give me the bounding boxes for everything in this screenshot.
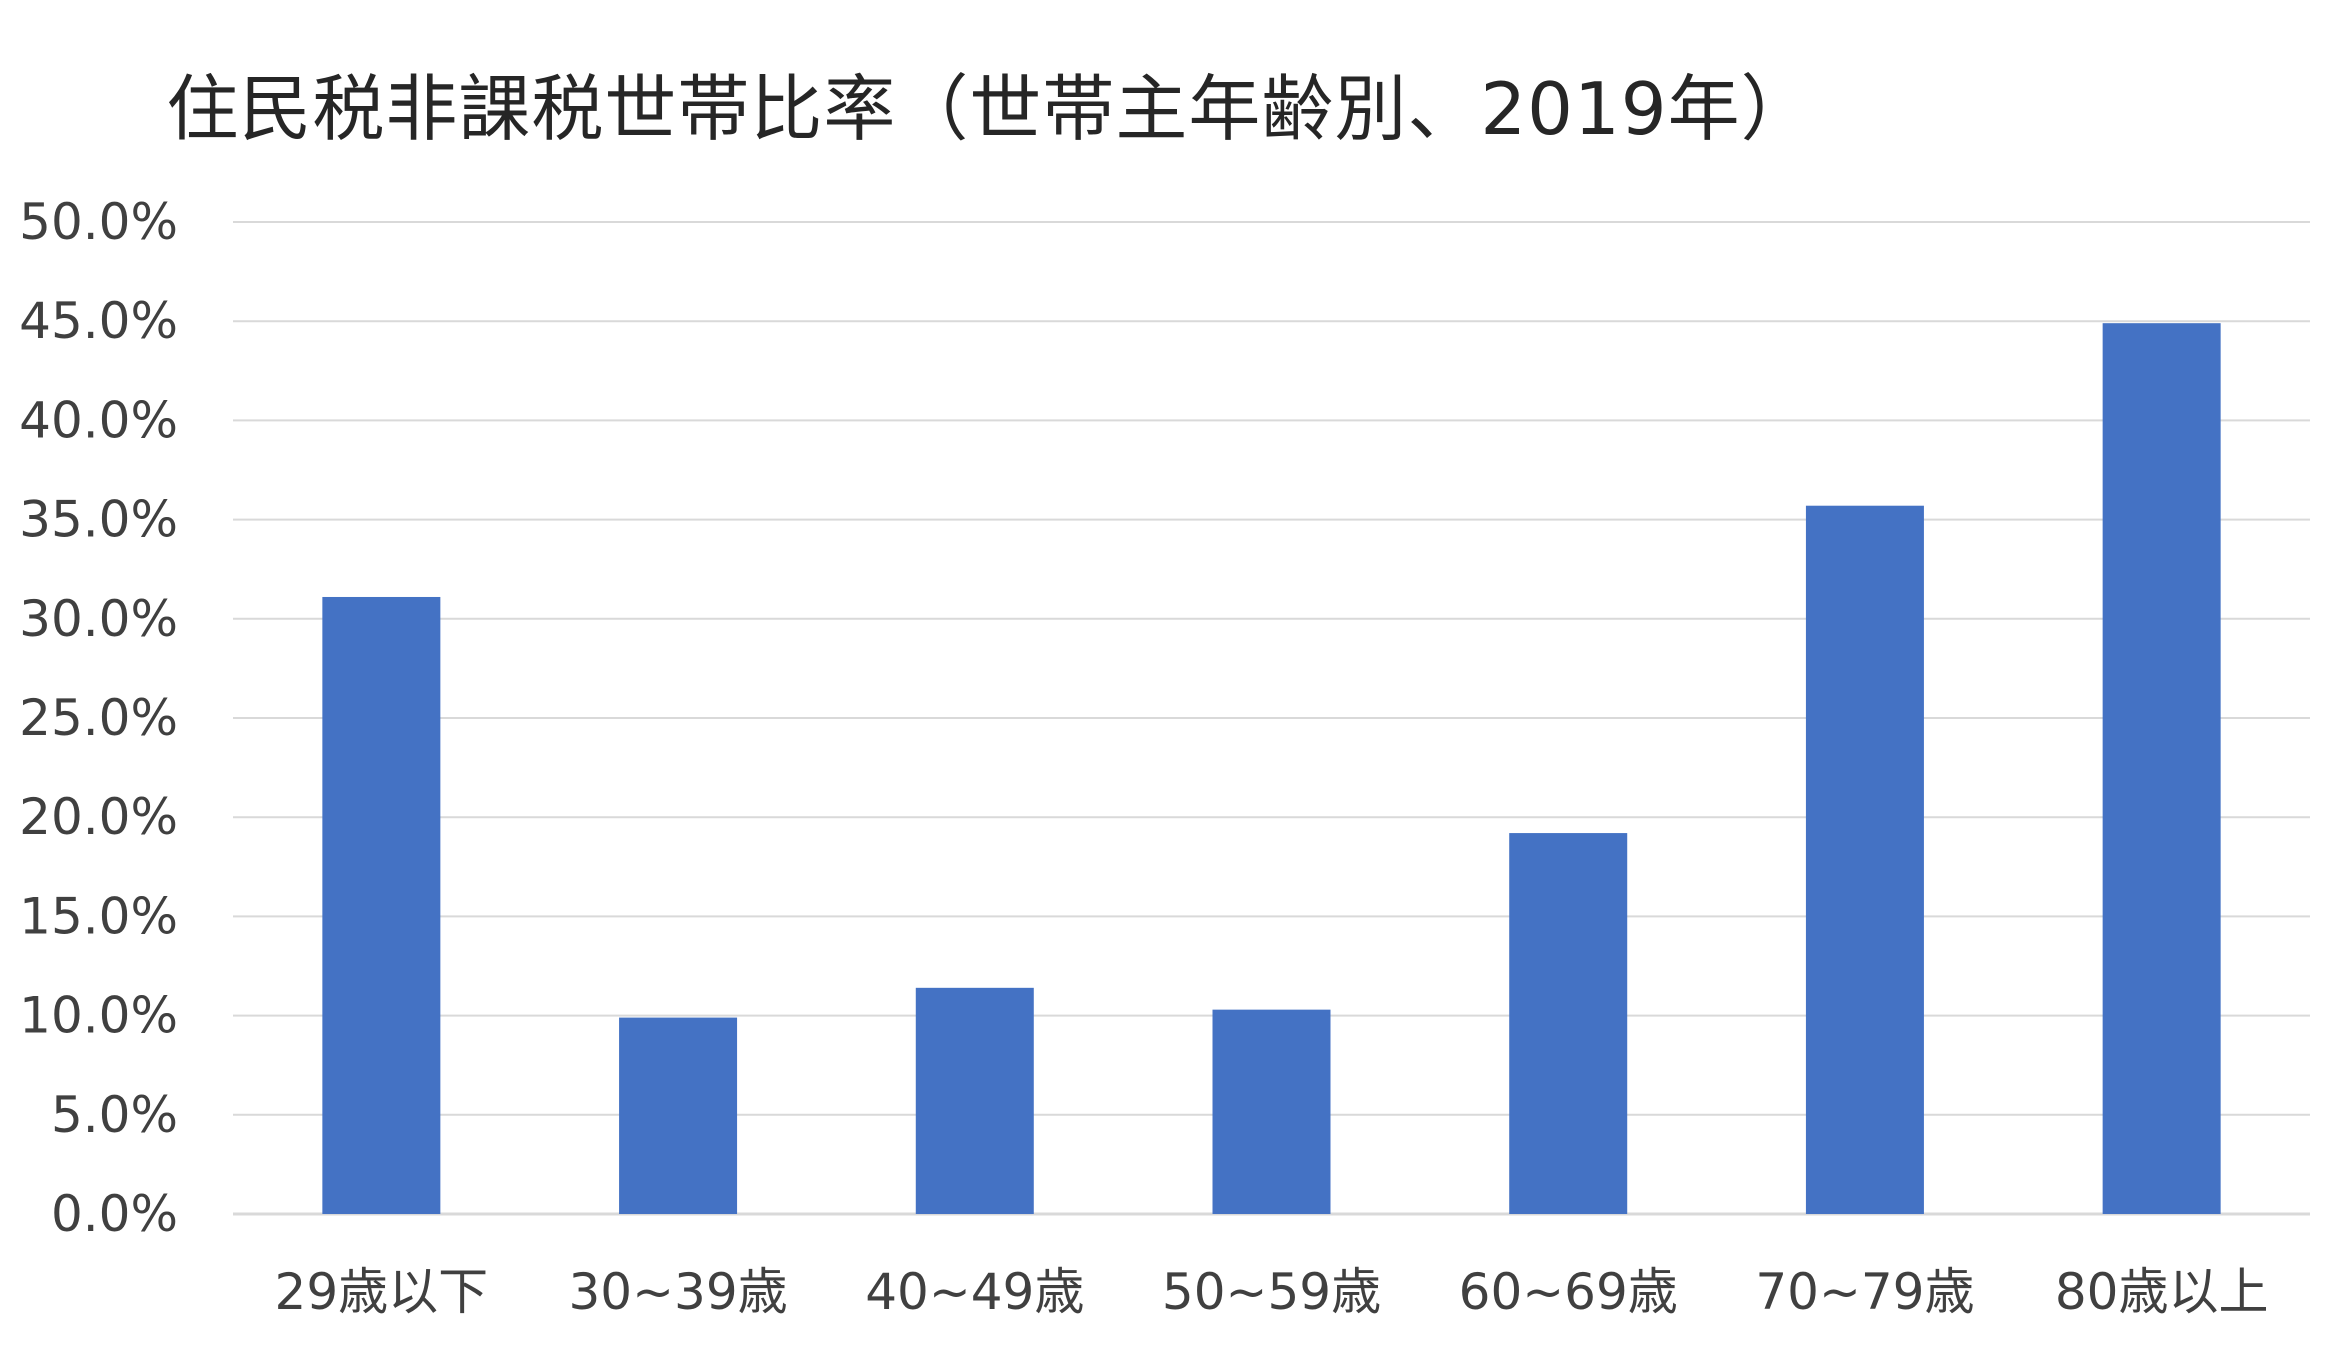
y-tick-label: 25.0% [19,689,178,747]
y-tick-label: 50.0% [19,193,178,251]
y-tick-label: 5.0% [51,1086,178,1144]
x-tick-label: 70~79歳 [1755,1263,1974,1321]
bar [1212,1009,1331,1214]
y-tick-label: 10.0% [19,987,178,1045]
y-tick-label: 45.0% [19,292,178,350]
y-tick-label: 35.0% [19,491,178,549]
y-tick-label: 20.0% [19,788,178,846]
bar [915,987,1034,1214]
y-axis-tick-labels: 0.0% 5.0% 10.0% 15.0% 20.0% 25.0% 30.0% 35.0% 40… [19,193,178,1243]
x-tick-label: 80歳以上 [2055,1263,2269,1321]
bar [322,596,441,1214]
y-tick-label: 15.0% [19,887,178,945]
y-tick-label: 0.0% [51,1185,178,1243]
chart-title: 住民税非課税世帯比率（世帯主年齢別、2019年） [166,67,1814,151]
x-tick-label: 40~49歳 [865,1263,1084,1321]
x-tick-label: 50~59歳 [1162,1263,1381,1321]
bar [1805,505,1924,1214]
bars [322,323,2221,1215]
bar [1509,833,1628,1214]
x-tick-label: 60~69歳 [1459,1263,1678,1321]
x-axis-category-labels: 29歳以下 30~39歳 40~49歳 50~59歳 60~69歳 70~79歳 80歳以上 [275,1263,2269,1321]
x-tick-label: 29歳以下 [275,1263,489,1321]
bar [619,1017,738,1214]
y-tick-label: 40.0% [19,391,178,449]
bar [2102,323,2221,1215]
y-tick-label: 30.0% [19,590,178,648]
x-tick-label: 30~39歳 [569,1263,788,1321]
